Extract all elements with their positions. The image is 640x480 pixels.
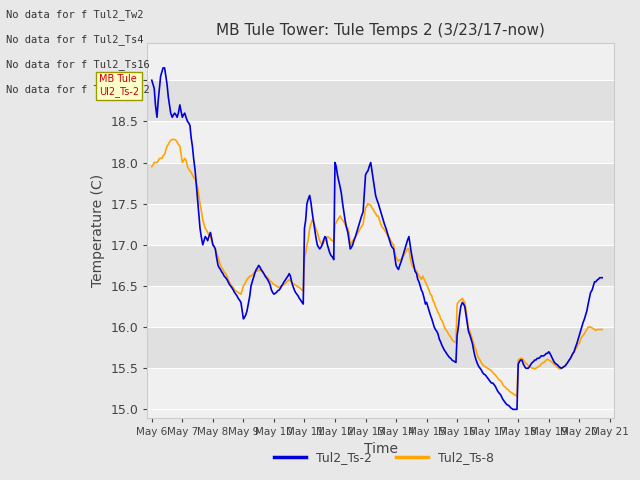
Bar: [147, 163, 614, 204]
Legend: Tul2_Ts-2, Tul2_Ts-8: Tul2_Ts-2, Tul2_Ts-8: [269, 446, 499, 469]
Bar: [147, 327, 614, 368]
Bar: [147, 368, 614, 409]
X-axis label: Time: Time: [364, 442, 398, 456]
Text: No data for f Tul2_Ts16: No data for f Tul2_Ts16: [6, 59, 150, 70]
Bar: [147, 409, 614, 418]
Title: MB Tule Tower: Tule Temps 2 (3/23/17-now): MB Tule Tower: Tule Temps 2 (3/23/17-now…: [216, 23, 545, 38]
Text: No data for f Tul2_Tw2: No data for f Tul2_Tw2: [6, 9, 144, 20]
Bar: [147, 245, 614, 286]
Bar: [147, 80, 614, 121]
Text: No data for f Tul2_Ts4: No data for f Tul2_Ts4: [6, 34, 144, 45]
Bar: [147, 286, 614, 327]
Text: MB Tule
Ul2_Ts-2: MB Tule Ul2_Ts-2: [99, 74, 140, 97]
Y-axis label: Temperature (C): Temperature (C): [91, 174, 105, 287]
Bar: [147, 204, 614, 245]
Text: No data for f Tul2_Ts32: No data for f Tul2_Ts32: [6, 84, 150, 95]
Bar: [147, 121, 614, 163]
Bar: [147, 43, 614, 80]
